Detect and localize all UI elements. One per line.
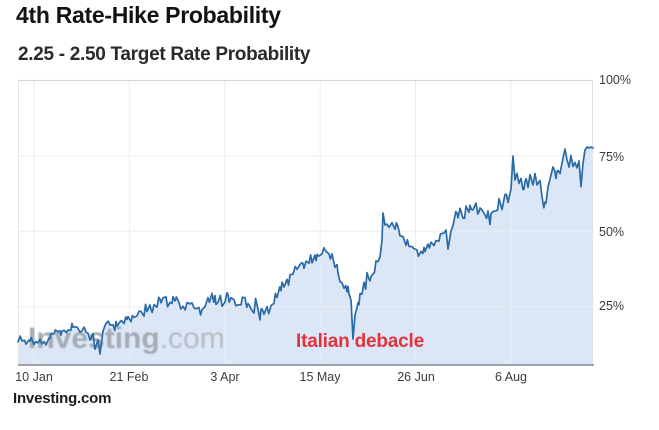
svg-text:Investing.com: Investing.com [28,322,225,355]
